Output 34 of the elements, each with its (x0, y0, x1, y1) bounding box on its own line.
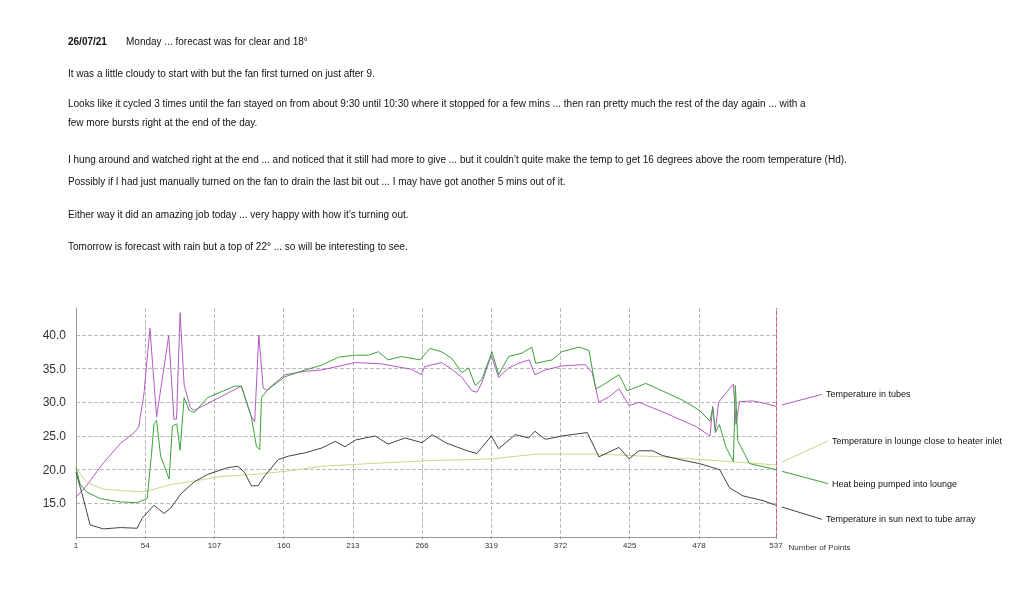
legend-label: Temperature in sun next to tube array (826, 514, 977, 525)
text: I hung around and watched right at the end ... and noticed that it still had more to give ... but it couldn’t quite make the temp to get 16 degrees above the room temperature (Hd). (68, 153, 848, 167)
text: Temperature in lounge close to heater inlet (832, 435, 1003, 446)
line-series (75, 346, 777, 504)
line-series (75, 312, 777, 498)
line-series (75, 430, 777, 530)
line-series (75, 453, 777, 493)
y-tick-label: 35.0 (42, 361, 67, 376)
x-tick-label: 1 (73, 540, 79, 550)
chart-title: 26/07/21 (68, 35, 107, 49)
text: Looks like it cycled 3 times until the fan stayed on from about 9:30 until 10:30 where it stopped for a few mins ... then ran pretty much the rest of the day again ... with a few more bursts right at the end of the day. (68, 97, 807, 130)
x-tick-label: 425 (623, 540, 637, 550)
y-tick-label: 40.0 (42, 327, 67, 342)
x-tick-label: 266 (415, 540, 430, 550)
y-tick-label: 20.0 (42, 462, 67, 477)
x-tick-label: 160 (276, 540, 291, 550)
text: It was a little cloudy to start with but the fan first turned on just after 9. (68, 67, 376, 81)
text: Either way it did an amazing job today ... very happy with how it’s turning out. (68, 208, 410, 222)
legend-label: Temperature in tubes (826, 389, 912, 400)
x-tick-label: 107 (207, 540, 222, 550)
x-tick-label: 372 (553, 540, 568, 550)
text: Heat being pumped into lounge (832, 478, 958, 489)
y-tick-label: 15.0 (42, 496, 67, 511)
text: Tomorrow is forecast with rain but a top of 22° ... so will be interesting to see. (68, 240, 409, 254)
y-tick-label: 30.0 (42, 395, 67, 410)
x-tick-label: 54 (140, 540, 151, 550)
x-tick-label: 478 (692, 540, 707, 550)
x-axis-title: Number of Points (788, 542, 851, 552)
y-tick-label: 25.0 (42, 428, 67, 443)
x-tick-label: 213 (346, 540, 361, 550)
text: Possibly if I had just manually turned on the fan to drain the last bit out ... I may have got another 5 mins out of it. (68, 175, 567, 189)
x-tick-label: 319 (484, 540, 499, 550)
x-tick-label: 537 (769, 540, 784, 550)
chart-subtitle: Monday ... forecast was for clear and 18° (126, 35, 308, 49)
